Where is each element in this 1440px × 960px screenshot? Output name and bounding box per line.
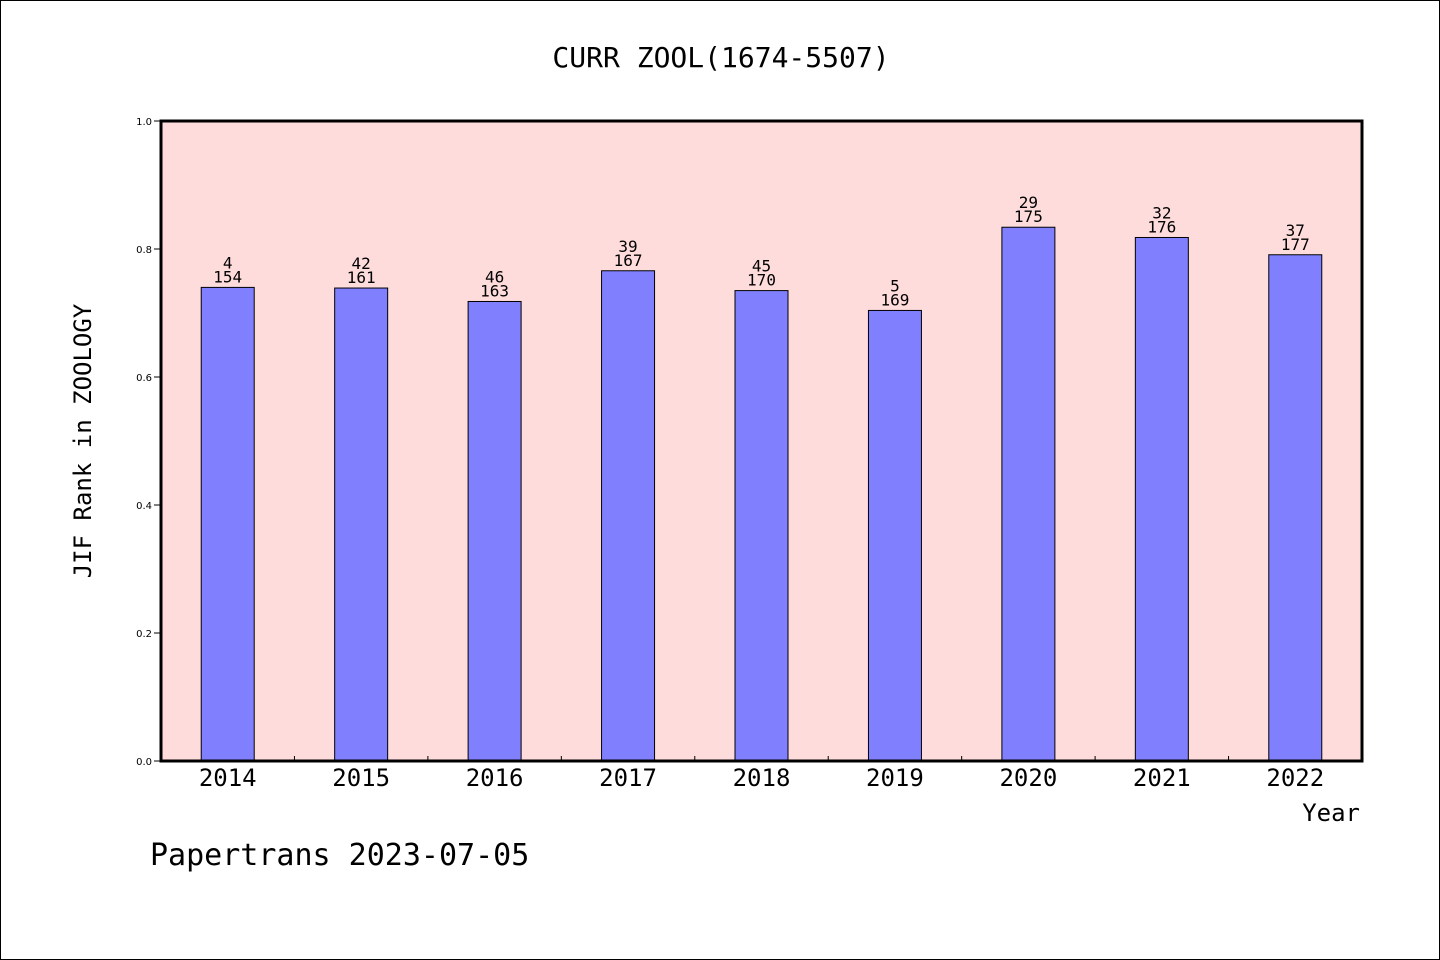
bar-2016 [467, 300, 522, 762]
x-tick-label-2022: 2022 [1266, 764, 1324, 792]
bar-label-total-2017: 167 [614, 251, 643, 270]
x-tick-label-2021: 2021 [1133, 764, 1191, 792]
y-tick-label: 1.0 [136, 117, 152, 128]
bar-label-rank-2022: 37 [1286, 221, 1305, 240]
x-axis: 2014 2015 2016 2017 2018 2019 2020 2021 2022 [199, 756, 1324, 792]
bar-label-rank-2016: 46 [485, 267, 504, 286]
bar-label-total-2015: 161 [347, 268, 376, 287]
footer-text: Papertrans 2023-07-05 [150, 838, 529, 873]
plot-border [159, 119, 1364, 763]
bar-label-rank-2020: 29 [1019, 193, 1038, 212]
bar-2021 [1134, 236, 1189, 762]
y-tick-label: 0.8 [136, 245, 152, 256]
y-axis-label: JIF Rank in ZOOLOGY [69, 303, 97, 578]
bar-label-rank-2019: 5 [890, 276, 900, 295]
x-tick-label-2014: 2014 [199, 764, 257, 792]
x-tick-label-2019: 2019 [866, 764, 924, 792]
bar-2014 [200, 286, 255, 762]
bar-2019 [867, 309, 922, 762]
bar-2020 [1001, 226, 1056, 762]
bar-label-total-2022: 177 [1281, 235, 1310, 254]
chart-title: CURR ZOOL(1674-5507) [552, 41, 889, 74]
y-tick-label: 0.6 [136, 373, 152, 384]
bars-layer [200, 226, 1323, 762]
bar-label-rank-2018: 45 [752, 257, 771, 276]
bar-2022 [1268, 254, 1323, 762]
bar-label-rank-2021: 32 [1152, 203, 1171, 222]
bar-label-rank-2017: 39 [618, 237, 637, 256]
x-tick-label-2018: 2018 [733, 764, 791, 792]
bar-2017 [601, 270, 656, 762]
y-tick-label: 0.0 [136, 757, 152, 768]
bar-label-total-2016: 163 [480, 281, 509, 300]
x-axis-label: Year [1302, 799, 1360, 827]
bar-2015 [334, 287, 389, 762]
bar-label-rank-2015: 42 [352, 254, 371, 273]
x-tick-label-2015: 2015 [332, 764, 390, 792]
bar-label-rank-2014: 4 [223, 253, 233, 272]
bar-2018 [734, 290, 789, 762]
bar-label-total-2018: 170 [747, 271, 776, 290]
x-tick-label-2016: 2016 [466, 764, 524, 792]
bar-label-total-2014: 154 [213, 267, 242, 286]
bar-label-total-2019: 169 [880, 290, 909, 309]
y-axis: 0.0 0.2 0.4 0.6 0.8 1.0 [136, 117, 161, 768]
y-tick-label: 0.2 [136, 629, 152, 640]
x-tick-label-2020: 2020 [999, 764, 1057, 792]
y-tick-label: 0.4 [136, 501, 152, 512]
x-tick-label-2017: 2017 [599, 764, 657, 792]
bar-label-total-2021: 176 [1147, 217, 1176, 236]
bar-label-total-2020: 175 [1014, 207, 1043, 226]
